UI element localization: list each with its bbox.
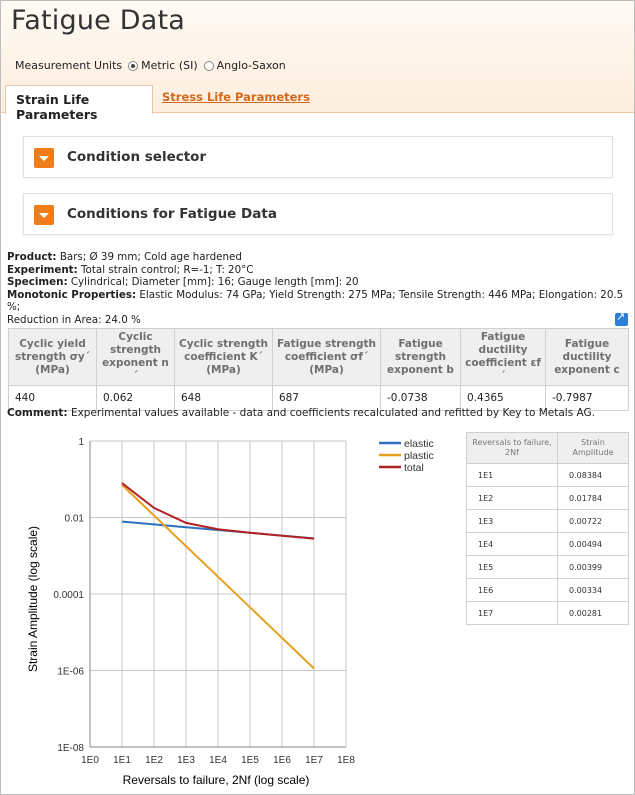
condition-selector-panel[interactable]: Condition selector [23, 136, 613, 178]
param-value: -0.7987 [545, 385, 629, 411]
table-row: 1E2 0.01784 [466, 486, 629, 510]
radio-anglo-saxon[interactable] [203, 60, 214, 71]
tab-strain-life[interactable]: Strain Life Parameters [5, 85, 153, 122]
strain-cell: 0.01784 [557, 486, 629, 510]
specimen-label: Specimen: [7, 276, 68, 288]
x-tick-label: 1E7 [305, 755, 323, 766]
chart-grid [89, 440, 347, 748]
param-header: Fatigue ductility coefficient εf´ [460, 328, 546, 386]
y-axis-label: Strain Amplitude (log scale) [26, 526, 40, 672]
specimen-value: Cylindrical; Diameter [mm]: 16; Gauge le… [67, 276, 359, 288]
reversals-cell: 1E5 [466, 555, 558, 579]
product-label: Product: [7, 251, 57, 263]
parameters-table: Cyclic yield strength σy´ (MPa) Cyclic s… [8, 328, 629, 411]
y-tick-label: 1E-08 [57, 743, 84, 754]
monotonic-value: Elastic Modulus: 74 GPa; Yield Strength:… [7, 288, 624, 314]
comment: Comment: Experimental values available -… [7, 407, 595, 419]
param-value: 648 [174, 385, 273, 411]
x-tick-label: 1E5 [241, 755, 259, 766]
table-row: 1E7 0.00281 [466, 601, 629, 625]
strain-cell: 0.08384 [557, 463, 629, 487]
reduction-value: Reduction in Area: 24.0 % [7, 313, 141, 326]
x-tick-label: 1E0 [81, 755, 99, 766]
y-tick-label: 0.01 [65, 514, 85, 525]
tab-stress-life[interactable]: Stress Life Parameters [162, 90, 310, 104]
param-header: Cyclic strength exponent n´ [96, 328, 175, 386]
product-value: Bars; Ø 39 mm; Cold age hardened [56, 251, 242, 263]
radio-metric-label[interactable]: Metric (SI) [141, 59, 198, 72]
expand-icon[interactable] [34, 205, 54, 225]
comment-text: Experimental values available - data and… [67, 407, 595, 419]
header: Fatigue Data Measurement Units Metric (S… [1, 1, 634, 122]
reversals-cell: 1E4 [466, 532, 558, 556]
legend-label-plastic: plastic [404, 450, 434, 462]
units-label: Measurement Units [15, 59, 123, 72]
experiment-label: Experiment: [7, 263, 78, 276]
strain-cell: 0.00494 [557, 532, 629, 556]
strain-life-chart: 1E0 1E1 1E2 1E3 1E4 1E5 1E6 1E7 1E8 1 0.01 0.0001 1E… [26, 437, 434, 787]
strain-cell: 0.00399 [557, 555, 629, 579]
y-tick-label: 1E-06 [57, 667, 84, 678]
conditions-panel[interactable]: Conditions for Fatigue Data [23, 193, 613, 235]
param-header: Fatigue ductility exponent c [545, 328, 629, 386]
x-tick-label: 1E2 [145, 755, 163, 766]
x-tick-label: 1E4 [209, 755, 227, 766]
reversals-cell: 1E3 [466, 509, 558, 533]
strain-header: Strain Amplitude [557, 432, 629, 464]
param-header: Cyclic yield strength σy´ (MPa) [8, 328, 97, 386]
experiment-value: Total strain control; R=-1; T: 20°C [77, 263, 254, 276]
conditions-title[interactable]: Conditions for Fatigue Data [67, 206, 277, 222]
expand-icon[interactable] [34, 148, 54, 168]
chart-ticks: 1E0 1E1 1E2 1E3 1E4 1E5 1E6 1E7 1E8 1 0.01 0.0001 1E… [53, 437, 355, 766]
param-header: Cyclic strength coefficient K´ (MPa) [174, 328, 273, 386]
param-value: -0.0738 [380, 385, 461, 411]
strain-cell: 0.00281 [557, 601, 629, 625]
material-info: Product: Bars; Ø 39 mm; Cold age hardene… [7, 251, 627, 326]
y-tick-label: 1 [78, 437, 84, 448]
table-row: 1E6 0.00334 [466, 578, 629, 602]
series-line-plastic [121, 484, 315, 670]
table-row: 1E3 0.00722 [466, 509, 629, 533]
param-value: 440 [8, 385, 97, 411]
param-value: 687 [272, 385, 381, 411]
strain-cell: 0.00722 [557, 509, 629, 533]
param-value: 0.4365 [460, 385, 546, 411]
x-axis-label: Reversals to failure, 2Nf (log scale) [123, 773, 310, 787]
comment-label: Comment: [7, 407, 68, 419]
x-tick-label: 1E1 [113, 755, 131, 766]
strain-cell: 0.00334 [557, 578, 629, 602]
reversals-table: Reversals to failure, 2Nf Strain Amplitu… [466, 432, 629, 625]
table-row: 1E1 0.08384 [466, 463, 629, 487]
condition-selector-title[interactable]: Condition selector [67, 149, 207, 165]
measurement-units: Measurement Units Metric (SI) Anglo-Saxo… [15, 59, 286, 72]
param-header: Fatigue strength coefficient σf´ (MPa) [272, 328, 381, 386]
legend-label-total: total [404, 462, 424, 474]
chart-series [121, 482, 315, 670]
param-header: Fatigue strength exponent b [380, 328, 461, 386]
radio-anglo-saxon-label[interactable]: Anglo-Saxon [216, 59, 286, 72]
reversals-cell: 1E6 [466, 578, 558, 602]
monotonic-label: Monotonic Properties: [7, 288, 137, 301]
reversals-header: Reversals to failure, 2Nf [466, 432, 558, 464]
radio-metric[interactable] [128, 60, 139, 71]
legend-label-elastic: elastic [404, 438, 434, 450]
y-tick-label: 0.0001 [53, 590, 84, 601]
export-icon[interactable] [615, 310, 628, 326]
param-value: 0.062 [96, 385, 175, 411]
table-row: 1E4 0.00494 [466, 532, 629, 556]
series-line-total [121, 482, 315, 540]
reversals-cell: 1E2 [466, 486, 558, 510]
table-row: 1E5 0.00399 [466, 555, 629, 579]
x-tick-label: 1E3 [177, 755, 195, 766]
x-tick-label: 1E8 [337, 755, 355, 766]
reversals-cell: 1E1 [466, 463, 558, 487]
page-title: Fatigue Data [11, 5, 185, 36]
reversals-cell: 1E7 [466, 601, 558, 625]
x-tick-label: 1E6 [273, 755, 291, 766]
